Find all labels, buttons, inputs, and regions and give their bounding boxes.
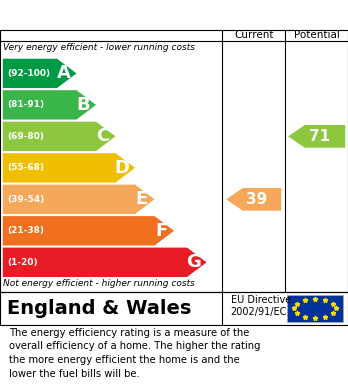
Text: Current: Current: [234, 30, 274, 40]
Text: (1-20): (1-20): [7, 258, 38, 267]
Polygon shape: [288, 125, 345, 148]
Text: G: G: [187, 253, 201, 271]
Text: (81-91): (81-91): [7, 100, 44, 109]
Text: (39-54): (39-54): [7, 195, 44, 204]
Text: (55-68): (55-68): [7, 163, 44, 172]
Text: (69-80): (69-80): [7, 132, 44, 141]
Text: The energy efficiency rating is a measure of the
overall efficiency of a home. T: The energy efficiency rating is a measur…: [9, 328, 260, 378]
Text: England & Wales: England & Wales: [7, 299, 191, 318]
Polygon shape: [3, 122, 116, 151]
Text: 71: 71: [309, 129, 330, 144]
Text: (21-38): (21-38): [7, 226, 44, 235]
Polygon shape: [3, 248, 207, 277]
Text: 39: 39: [246, 192, 267, 207]
Text: B: B: [77, 96, 90, 114]
Text: F: F: [155, 222, 167, 240]
Text: Not energy efficient - higher running costs: Not energy efficient - higher running co…: [3, 279, 195, 288]
Text: E: E: [136, 190, 148, 208]
Polygon shape: [3, 153, 135, 183]
Text: D: D: [115, 159, 130, 177]
Text: Energy Efficiency Rating: Energy Efficiency Rating: [9, 6, 238, 24]
Polygon shape: [3, 216, 174, 246]
Text: A: A: [57, 65, 71, 83]
Text: Very energy efficient - lower running costs: Very energy efficient - lower running co…: [3, 43, 195, 52]
FancyBboxPatch shape: [287, 295, 343, 322]
Polygon shape: [3, 90, 96, 120]
Text: EU Directive
2002/91/EC: EU Directive 2002/91/EC: [231, 295, 291, 317]
Text: (92-100): (92-100): [7, 69, 50, 78]
Text: C: C: [96, 127, 110, 145]
Polygon shape: [3, 185, 155, 214]
Polygon shape: [226, 188, 281, 211]
Polygon shape: [3, 59, 77, 88]
Text: Potential: Potential: [294, 30, 340, 40]
